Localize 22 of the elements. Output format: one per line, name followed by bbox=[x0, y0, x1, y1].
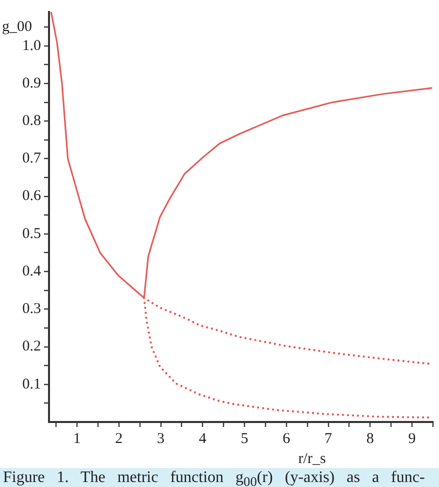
x-tick-label: 6 bbox=[282, 430, 291, 447]
y-tick-label: 0.3 bbox=[22, 301, 41, 318]
x-axis-title: r/r_s bbox=[298, 450, 326, 467]
x-tick-label: 7 bbox=[324, 430, 333, 447]
y-tick-label: 0.1 bbox=[22, 376, 41, 392]
y-tick-label: 0.4 bbox=[22, 263, 42, 280]
y-tick-label: 0.7 bbox=[22, 150, 42, 167]
x-tick-label: 2 bbox=[115, 430, 123, 447]
x-tick-label: 8 bbox=[366, 430, 374, 447]
y-tick-label: 0.5 bbox=[22, 226, 41, 242]
y-tick-label: 0.9 bbox=[22, 75, 41, 92]
x-tick-label: 9 bbox=[408, 430, 416, 447]
y-tick-label: 0.8 bbox=[22, 113, 41, 130]
caption: Figure 1. The metric function g$_{00}$(r) (y-axis) as a func- bbox=[0, 468, 439, 487]
x-tick-label: 3 bbox=[157, 430, 165, 447]
y-tick-label: 0.6 bbox=[22, 188, 42, 204]
y-tick-label: 0.2 bbox=[22, 338, 41, 355]
y-axis-title: g_00 bbox=[2, 18, 32, 35]
x-tick-label: 4 bbox=[198, 430, 207, 447]
x-tick-label: 5 bbox=[240, 430, 248, 447]
x-tick-label: 1 bbox=[73, 430, 81, 447]
y-tick-label: 1.0 bbox=[22, 38, 41, 54]
